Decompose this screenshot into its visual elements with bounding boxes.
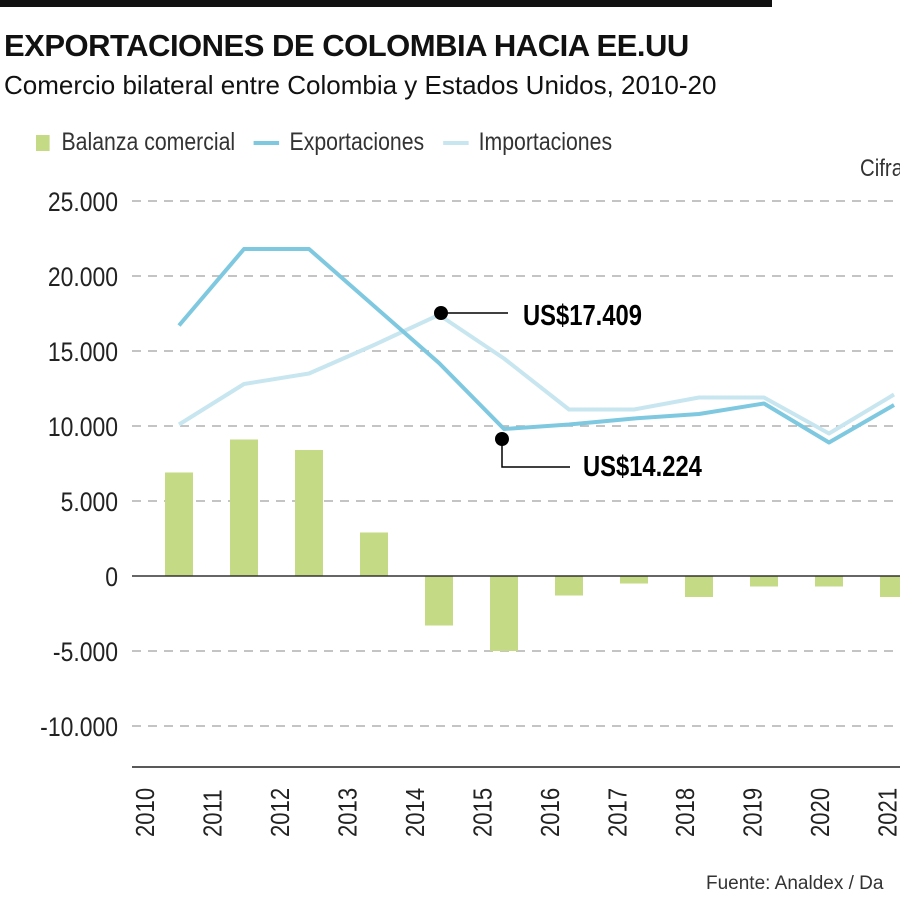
x-tick-label: 2017 bbox=[604, 788, 633, 837]
y-tick-label: -5.000 bbox=[53, 637, 118, 667]
bar-balanza-2015 bbox=[490, 576, 518, 651]
legend-swatch-importaciones bbox=[442, 140, 469, 145]
line-importaciones bbox=[177, 312, 896, 436]
bar-balanza-2014 bbox=[425, 576, 453, 626]
x-tick-label: 2014 bbox=[401, 788, 430, 837]
y-tick-label: 15.000 bbox=[48, 337, 118, 367]
x-tick-label: 2011 bbox=[199, 790, 228, 837]
legend-label-importaciones: Importaciones bbox=[478, 128, 613, 156]
chart-title: EXPORTACIONES DE COLOMBIA HACIA EE.UU bbox=[4, 28, 689, 63]
chart-subtitle: Comercio bilateral entre Colombia y Esta… bbox=[4, 70, 717, 100]
top-rule bbox=[0, 0, 772, 7]
x-tick-label: 2020 bbox=[806, 788, 835, 837]
annotation-leader bbox=[501, 439, 570, 468]
y-tick-label: 25.000 bbox=[48, 187, 118, 217]
units-note: Cifra bbox=[860, 155, 900, 182]
source-note: Fuente: Analdex / Da bbox=[706, 873, 884, 894]
x-tick-label: 2015 bbox=[469, 788, 498, 837]
x-tick-label: 2021 bbox=[874, 788, 900, 837]
legend-swatch-exportaciones bbox=[253, 140, 280, 145]
bar-balanza-2016 bbox=[555, 576, 583, 596]
bar-balanza-2017 bbox=[620, 576, 648, 584]
legend-swatch-balanza bbox=[36, 134, 50, 151]
y-tick-label: 10.000 bbox=[48, 412, 118, 442]
y-tick-label: 5.000 bbox=[61, 487, 118, 517]
y-tick-label: 20.000 bbox=[48, 262, 118, 292]
bar-balanza-2013 bbox=[360, 532, 388, 576]
annotation-label-exportaciones: US$14.224 bbox=[583, 450, 702, 483]
legend-label-balanza: Balanza comercial bbox=[61, 128, 236, 156]
annotation-label-importaciones: US$17.409 bbox=[523, 299, 642, 332]
legend: Balanza comercial Exportaciones Importac… bbox=[36, 128, 612, 157]
bar-balanza-2011 bbox=[230, 439, 258, 576]
bar-balanza-2010 bbox=[165, 472, 193, 576]
x-tick-label: 2018 bbox=[671, 788, 700, 837]
bar-balanza-2018 bbox=[685, 576, 713, 597]
bar-balanza-2021 bbox=[880, 576, 900, 597]
x-tick-label: 2016 bbox=[536, 788, 565, 837]
y-tick-label: 0 bbox=[105, 562, 118, 592]
x-tick-label: 2012 bbox=[266, 788, 295, 837]
line-exportaciones bbox=[177, 247, 895, 445]
legend-label-exportaciones: Exportaciones bbox=[289, 128, 425, 156]
x-tick-label: 2013 bbox=[334, 788, 363, 837]
bar-balanza-2012 bbox=[295, 450, 323, 576]
bar-balanza-2019 bbox=[750, 576, 778, 587]
x-tick-label: 2010 bbox=[131, 788, 160, 837]
bar-balanza-2020 bbox=[815, 576, 843, 587]
x-tick-label: 2019 bbox=[739, 788, 768, 837]
y-tick-label: -10.000 bbox=[40, 712, 118, 742]
